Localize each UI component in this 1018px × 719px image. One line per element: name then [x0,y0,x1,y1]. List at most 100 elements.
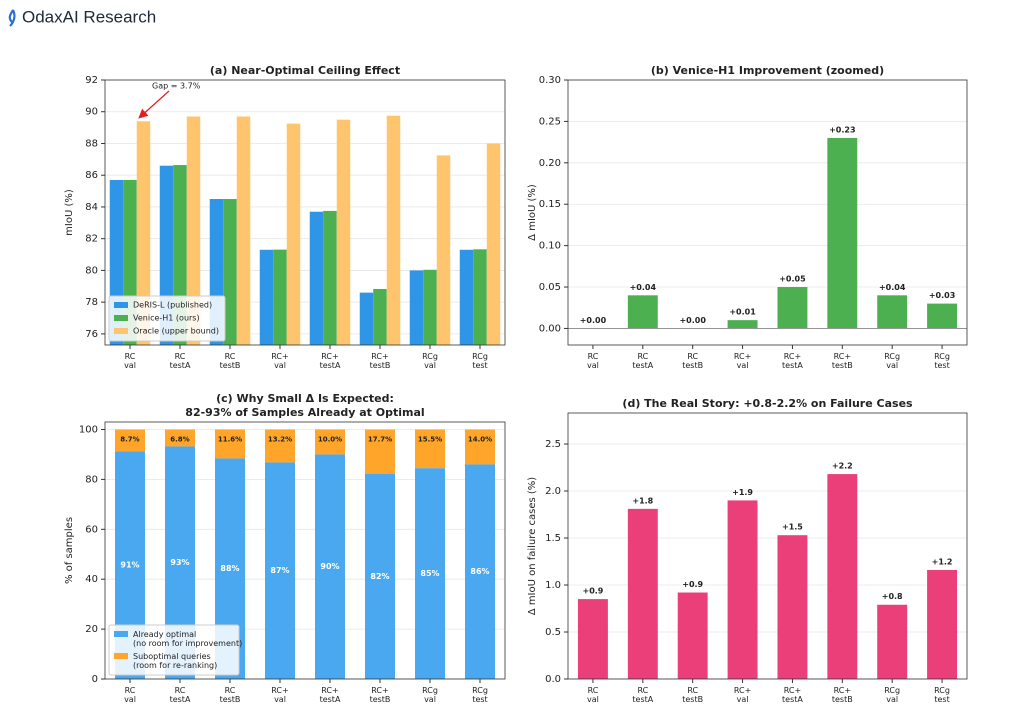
annotation: Gap = 3.7% [152,82,201,91]
bar [677,592,708,679]
bar [165,429,195,447]
legend-box [108,624,240,676]
x-tick-label: RC val [124,352,136,370]
bar [627,295,658,329]
value-label: +0.9 [583,587,604,596]
x-tick-label: RC testA [170,686,191,704]
x-tick-label: RCg test [472,352,488,370]
bar [465,464,495,679]
bar [459,249,474,345]
x-tick-label: RCg val [422,352,438,370]
value-label: 90% [320,562,339,571]
bar [373,288,387,345]
chart-title: (a) Near-Optimal Ceiling Effect [210,64,400,77]
y-tick-label: 2.0 [545,486,561,497]
y-tick-label: 0 [92,674,98,685]
legend-swatch [114,302,128,308]
x-tick-label: RC+ testB [370,686,391,704]
value-label: 91% [120,561,139,570]
value-label: +0.03 [929,291,955,300]
y-tick-label: 80 [85,474,98,485]
bar [265,429,295,463]
value-label: +1.8 [632,496,653,505]
y-tick-label: 0.20 [539,158,561,169]
bar [486,143,501,345]
legend-box [108,295,226,342]
y-tick-label: 40 [85,574,98,585]
y-tick-label: 2.5 [545,439,561,450]
x-tick-label: RC testB [220,686,241,704]
bar [473,249,487,345]
x-tick-label: RC+ testB [370,352,391,370]
y-tick-label: 0.15 [539,199,561,210]
bar [273,249,287,345]
value-label: 8.7% [120,435,139,443]
value-label: +0.04 [630,283,657,292]
bar [877,604,908,679]
x-tick-label: RCg test [472,686,488,704]
x-tick-label: RCg test [934,352,950,370]
value-label: 6.8% [170,435,189,443]
bar [215,429,245,459]
x-tick-label: RC testB [220,352,241,370]
bar [777,287,808,329]
legend-label: Venice-H1 (ours) [133,314,200,323]
value-label: +1.5 [782,523,803,532]
x-tick-label: RC val [587,686,599,704]
y-tick-label: 88 [85,138,98,149]
y-tick-label: 100 [79,424,98,435]
logo [8,9,16,27]
bar [323,210,337,345]
plot-frame [104,79,506,346]
bar [777,535,808,679]
y-tick-label: 0.0 [545,674,561,685]
bar [927,569,958,679]
value-label: 14.0% [468,435,492,443]
bar [365,429,395,474]
chart-title: (c) Why Small Δ Is Expected: 82-93% of Sa… [185,392,424,419]
value-label: +0.04 [879,283,906,292]
bar [877,295,908,329]
x-tick-label: RC testB [682,686,703,704]
bar [265,462,295,679]
bar [415,468,445,679]
value-label: +1.2 [932,557,953,566]
bar [927,303,958,329]
x-tick-label: RC+ testB [832,686,853,704]
legend-label: Oracle (upper bound) [133,327,219,336]
value-label: +0.8 [882,592,903,601]
legend-label: Suboptimal queries (room for re-ranking) [133,652,217,670]
x-tick-label: RCg val [422,686,438,704]
x-tick-label: RC+ testA [320,352,341,370]
value-label: +0.00 [679,316,706,325]
y-tick-label: 20 [85,624,98,635]
y-tick-label: 84 [85,202,98,213]
x-tick-label: RCg test [934,686,950,704]
bar [727,500,758,679]
plot-frame [567,79,968,346]
bar [423,269,437,345]
value-label: 15.5% [418,435,442,443]
x-tick-label: RC testB [682,352,703,370]
legend-swatch [114,653,128,659]
bar [827,474,858,679]
x-tick-label: RC+ val [271,686,288,704]
bar [577,599,608,679]
y-axis-label: Δ mIoU on failure cases (%) [527,477,538,616]
y-tick-label: 60 [85,524,98,535]
value-label: 11.6% [218,435,242,443]
bar [309,211,324,345]
bar [436,155,451,345]
y-tick-label: 80 [85,265,98,276]
chart-title: (d) The Real Story: +0.8-2.2% on Failure… [622,397,913,410]
value-label: 10.0% [318,435,342,443]
bar [236,116,251,345]
bar [827,137,858,329]
bar [365,473,395,679]
y-tick-label: 92 [85,75,98,86]
bar [186,116,201,345]
value-label: +0.05 [779,275,806,284]
bar [415,429,445,469]
value-label: 86% [470,567,489,576]
bar [359,292,374,345]
